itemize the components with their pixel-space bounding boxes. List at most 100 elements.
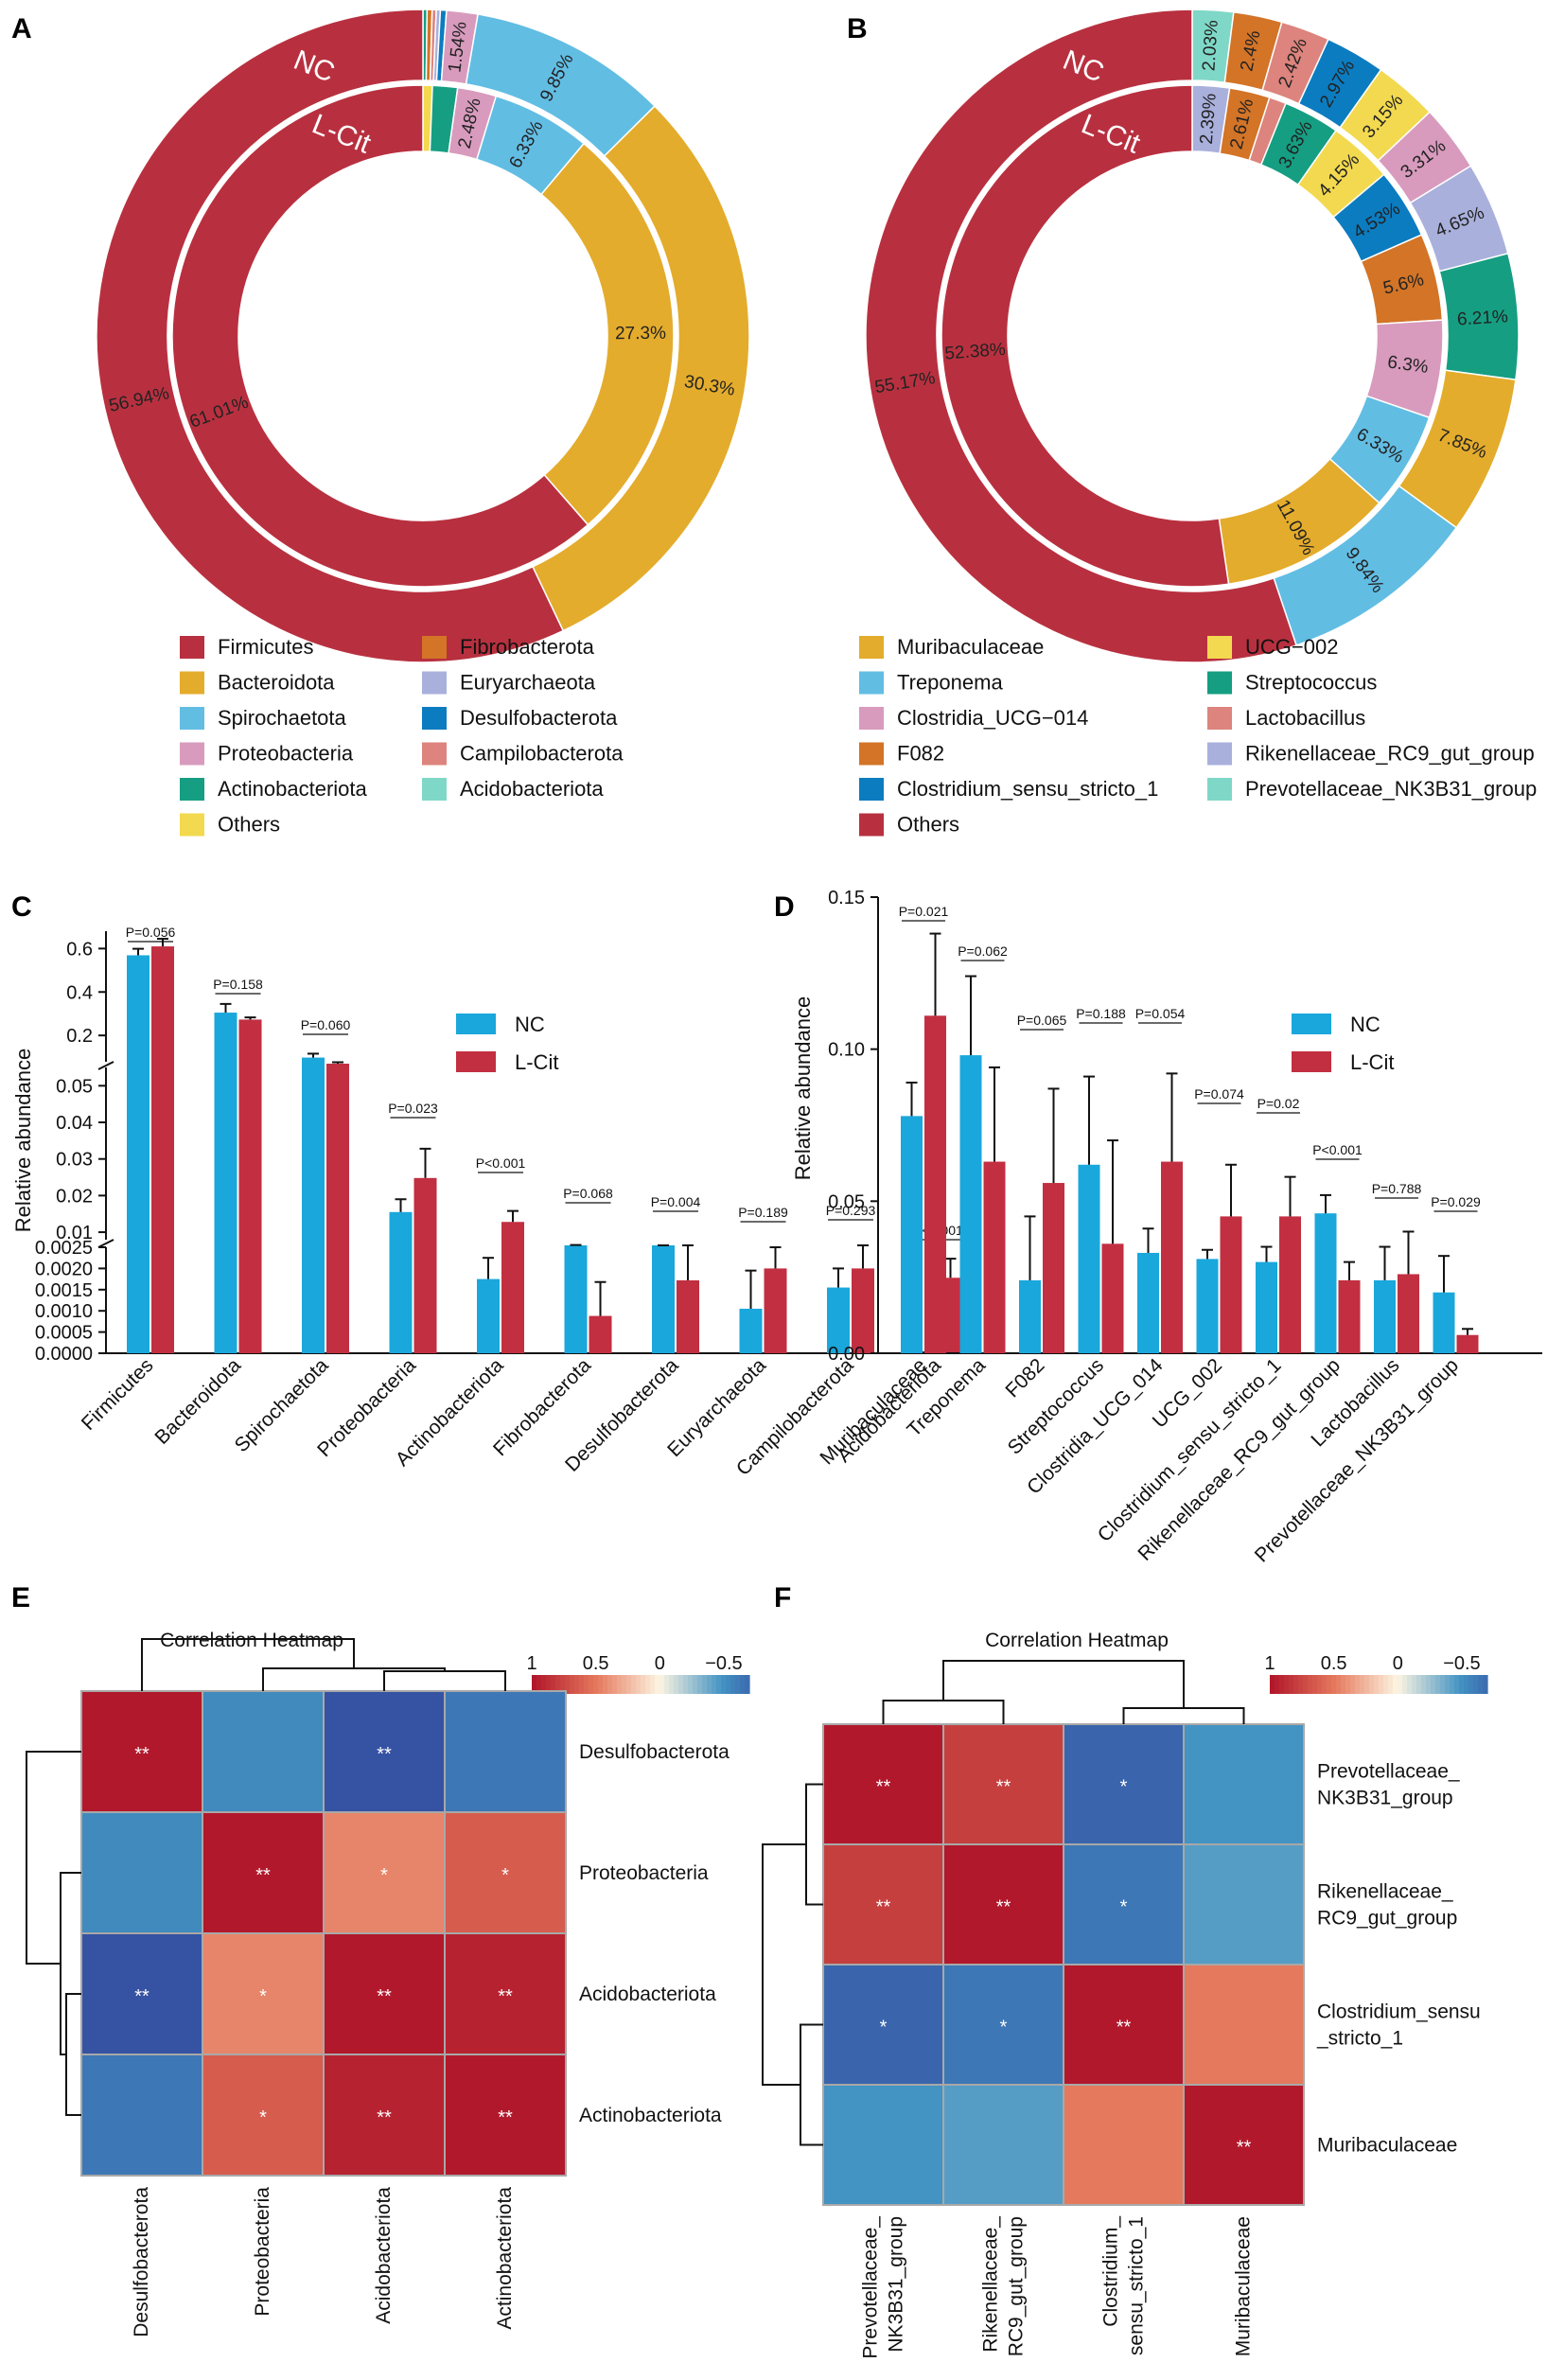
significance-mark-r1-c2: * — [380, 1865, 388, 1886]
significance-mark-r0-c1: ** — [996, 1777, 1011, 1798]
legend-label-others: Others — [897, 813, 959, 837]
y-tick-label-0-15: 0.15 — [828, 888, 865, 908]
p-value-prevotellaceae-nk3b31-group: P=0.029 — [1431, 1194, 1481, 1209]
heatmap-title: Correlation Heatmap — [160, 1630, 343, 1651]
colorbar-step-30 — [1412, 1675, 1417, 1694]
donut-label-inner-4: 27.3% — [615, 324, 666, 344]
row-label-proteobacteria-line-0: Proteobacteria — [579, 1862, 709, 1884]
col-label-acidobacteriota: Acidobacteriota — [373, 2187, 395, 2324]
p-value-muribaculaceae: P=0.021 — [899, 904, 949, 919]
colorbar-step-28 — [1402, 1675, 1408, 1694]
row-label-actinobacteriota-line-0: Actinobacteriota — [579, 2105, 722, 2126]
donut-slice-inner-5 — [171, 84, 589, 588]
colorbar-step-14 — [598, 1675, 604, 1694]
dendrogram-branch — [1122, 1707, 1245, 1724]
colorbar-step-40 — [1459, 1675, 1465, 1694]
bar-l-cit-lactobacillus — [1398, 1274, 1419, 1353]
legend-label-muribaculaceae: Muribaculaceae — [897, 635, 1044, 659]
colorbar-step-3 — [1284, 1675, 1290, 1694]
bar-nc-clostridia-ucg-014 — [1137, 1252, 1159, 1353]
colorbar-tick-3: −0.5 — [1443, 1653, 1480, 1674]
significance-mark-r2-c0: ** — [134, 1986, 149, 2007]
row-label-acidobacteriota-line-0: Acidobacteriota — [579, 1983, 716, 2005]
significance-mark-r3-c2: ** — [377, 2107, 392, 2128]
x-tick-label-firmicutes: Firmicutes — [78, 1354, 158, 1435]
significance-mark-r1-c3: * — [501, 1865, 509, 1886]
p-value-lactobacillus: P=0.788 — [1372, 1181, 1422, 1196]
colorbar-step-16 — [607, 1675, 613, 1694]
legend-label-spirochaetota: Spirochaetota — [218, 706, 347, 730]
heatmap-cell-r0-c3 — [1183, 1723, 1305, 1845]
bar-nc-prevotellaceae-nk3b31-group — [1433, 1292, 1455, 1353]
legend-label-acidobacteriota: Acidobacteriota — [460, 777, 604, 801]
legend-swatch-prevotellaceae-nk3b31-group — [1207, 778, 1232, 801]
heatmap-cell-r3-c2 — [1063, 2084, 1185, 2206]
colorbar-tick-3: −0.5 — [705, 1653, 742, 1674]
heatmap-cell-r3-c1 — [942, 2084, 1064, 2206]
bar-l-cit-clostridia-ucg-014 — [1161, 1161, 1183, 1353]
colorbar-step-5 — [1293, 1675, 1299, 1694]
y-tick-label-0-10: 0.10 — [828, 1040, 865, 1061]
legend-swatch-nc — [1292, 1014, 1331, 1034]
colorbar-step-33 — [1426, 1675, 1432, 1694]
panel-label-a: A — [11, 13, 32, 44]
legend-swatch-clostridium-sensu-stricto-1 — [859, 778, 884, 801]
colorbar-step-12 — [589, 1675, 594, 1694]
row-label-muribaculaceae: Muribaculaceae — [1317, 2135, 1457, 2157]
heatmap-cell-r1-c0 — [822, 1843, 944, 1966]
legend-swatch-firmicutes — [180, 636, 204, 659]
heatmap-cell-r3-c3 — [444, 2054, 567, 2177]
legend-swatch-streptococcus — [1207, 671, 1232, 695]
y-tick-label-0-4: 0.4 — [66, 982, 93, 1003]
dendrogram-branch — [942, 1660, 1185, 1708]
legend-label-l-cit: L-Cit — [1350, 1050, 1394, 1074]
row-label-proteobacteria: Proteobacteria — [579, 1862, 709, 1884]
legend-swatch-desulfobacterota — [422, 707, 447, 730]
y-tick-label-0-6: 0.6 — [66, 939, 93, 960]
y-axis-label: Relative abundance — [11, 1049, 35, 1232]
colorbar-step-12 — [1327, 1675, 1332, 1694]
bar-nc-lactobacillus — [1374, 1279, 1396, 1353]
bar-l-cit-streptococcus — [1101, 1243, 1124, 1353]
heatmap-cell-r1-c2 — [1063, 1843, 1185, 1966]
bar-nc-treponema — [959, 1055, 982, 1353]
col-label-prevotellaceae-nk3b31-group: Prevotellaceae_ NK3B31_group — [860, 2216, 907, 2359]
p-value-f082: P=0.065 — [1017, 1013, 1067, 1028]
bar-nc-rikenellaceae-rc9-gut-group — [1314, 1213, 1337, 1353]
colorbar-step-11 — [1322, 1675, 1328, 1694]
panel-label-d: D — [774, 891, 795, 923]
y-tick-label-0-04: 0.04 — [56, 1113, 93, 1134]
bar-l-cit-rikenellaceae-rc9-gut-group — [1338, 1279, 1361, 1353]
p-value-rikenellaceae-rc9-gut-group: P<0.001 — [1312, 1142, 1363, 1157]
y-tick-label-0-00: 0.00 — [828, 1344, 865, 1365]
colorbar-step-20 — [626, 1675, 632, 1694]
colorbar-step-13 — [593, 1675, 599, 1694]
x-tick-label-bacteroidota: Bacteroidota — [150, 1354, 245, 1449]
row-label-desulfobacterota-line-0: Desulfobacterota — [579, 1741, 730, 1763]
bar-l-cit-bacteroidota — [238, 1019, 262, 1353]
colorbar-step-45 — [1483, 1675, 1488, 1694]
bar-nc-bacteroidota — [214, 1013, 237, 1353]
panel-label-e: E — [11, 1582, 30, 1613]
heatmap-cell-r0-c3 — [444, 1690, 567, 1813]
colorbar-step-35 — [697, 1675, 703, 1694]
donut-label-outer-7: 6.21% — [1456, 307, 1508, 329]
colorbar-step-1 — [536, 1675, 542, 1694]
colorbar-step-32 — [1421, 1675, 1427, 1694]
heatmap-cell-r0-c2 — [1063, 1723, 1185, 1845]
colorbar-step-11 — [584, 1675, 589, 1694]
bar-l-cit-spirochaetota — [326, 1064, 349, 1353]
heatmap-cell-r2-c3 — [1183, 1964, 1305, 2086]
row-label-acidobacteriota: Acidobacteriota — [579, 1983, 716, 2005]
donut-slice-inner-10 — [941, 84, 1230, 588]
colorbar-step-1 — [1275, 1675, 1280, 1694]
colorbar-step-17 — [612, 1675, 618, 1694]
heatmap-cell-r0-c0 — [822, 1723, 944, 1845]
colorbar-step-16 — [1345, 1675, 1351, 1694]
colorbar-step-13 — [1331, 1675, 1337, 1694]
legend-swatch-campilobacterota — [422, 742, 447, 766]
heatmap-cell-r2-c0 — [822, 1964, 944, 2086]
bar-l-cit-actinobacteriota — [501, 1222, 524, 1353]
colorbar-step-2 — [541, 1675, 547, 1694]
